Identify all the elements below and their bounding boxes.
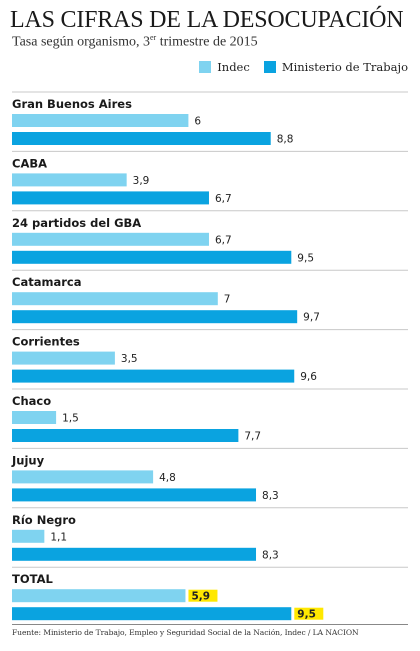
legend-item-ministerio: Ministerio de Trabajo (263, 60, 408, 74)
bar-24-partidos-del-gba-indec (12, 232, 209, 246)
value-label-total-indec: 5,9 (191, 591, 210, 603)
legend-swatch-ministerio (263, 61, 276, 73)
value-label-caba-ministerio-de-trabajo: 6,7 (215, 193, 232, 205)
value-label-gran-buenos-aires-indec: 6 (194, 116, 201, 128)
subtitle-text: Tasa según organismo, 3 (12, 34, 150, 50)
bar-rio-negro-ministerio-de-trabajo (12, 547, 257, 561)
legend-item-indec: Indec (199, 60, 250, 74)
value-label-caba-indec: 3,9 (133, 175, 150, 187)
highlight-total-ministerio-de-trabajo (294, 607, 324, 620)
value-label-catamarca-indec: 7 (224, 294, 231, 306)
bar-chaco-indec (12, 411, 57, 424)
legend-swatch-indec (199, 61, 212, 73)
category-label-total: TOTAL (12, 572, 53, 586)
bar-caba-indec (12, 173, 127, 187)
subtitle-superscript: er (149, 33, 157, 42)
category-label-gran-buenos-aires: Gran Buenos Aires (12, 97, 132, 111)
footer-divider (12, 624, 408, 625)
legend: Indec Ministerio de Trabajo (185, 60, 408, 74)
value-label-corrientes-indec: 3,5 (121, 353, 138, 365)
legend-label-ministerio: Ministerio de Trabajo (281, 60, 408, 74)
value-label-gran-buenos-aires-ministerio-de-trabajo: 8,8 (277, 134, 294, 146)
category-label-jujuy: Jujuy (11, 453, 45, 467)
bar-chaco-ministerio-de-trabajo (12, 429, 239, 442)
bar-corrientes-ministerio-de-trabajo (12, 369, 295, 383)
value-label-24-partidos-del-gba-indec: 6,7 (215, 234, 232, 246)
chart-subtitle: Tasa según organismo, 3er trimestre de 2… (12, 33, 258, 51)
bar-catamarca-ministerio-de-trabajo (12, 310, 298, 324)
value-label-catamarca-ministerio-de-trabajo: 9,7 (303, 312, 320, 324)
category-label-chaco: Chaco (12, 394, 51, 408)
source-footer: Fuente: Ministerio de Trabajo, Empleo y … (12, 628, 359, 637)
bar-jujuy-indec (12, 470, 154, 484)
legend-label-indec: Indec (217, 60, 250, 74)
value-label-total-ministerio-de-trabajo: 9,5 (297, 609, 316, 621)
bar-total-indec (12, 589, 186, 603)
bar-gran-buenos-aires-indec (12, 114, 189, 127)
chart-title: LAS CIFRAS DE LA DESOCUPACIÓN (10, 7, 404, 33)
bar-rio-negro-indec (12, 529, 45, 543)
bar-corrientes-indec (12, 351, 115, 365)
bar-24-partidos-del-gba-ministerio-de-trabajo (12, 250, 292, 264)
bar-catamarca-indec (12, 292, 218, 306)
category-label-caba: CABA (12, 156, 47, 170)
value-label-rio-negro-ministerio-de-trabajo: 8,3 (262, 549, 279, 561)
value-label-jujuy-indec: 4,8 (159, 472, 176, 484)
highlight-total-indec (188, 589, 218, 602)
value-label-chaco-indec: 1,5 (62, 413, 79, 425)
bar-gran-buenos-aires-ministerio-de-trabajo (12, 132, 271, 145)
value-label-jujuy-ministerio-de-trabajo: 8,3 (262, 490, 279, 502)
category-label-corrientes: Corrientes (12, 335, 80, 349)
value-label-chaco-ministerio-de-trabajo: 7,7 (244, 431, 261, 443)
bar-caba-ministerio-de-trabajo (12, 191, 209, 205)
subtitle-end: trimestre de 2015 (156, 34, 258, 50)
category-label-rio-negro: Río Negro (12, 513, 76, 527)
bar-total-ministerio-de-trabajo (12, 607, 292, 621)
category-label-catamarca: Catamarca (12, 275, 81, 289)
value-label-rio-negro-indec: 1,1 (50, 531, 67, 543)
category-label-24-partidos-del-gba: 24 partidos del GBA (12, 216, 141, 230)
value-label-24-partidos-del-gba-ministerio-de-trabajo: 9,5 (297, 252, 314, 264)
bar-jujuy-ministerio-de-trabajo (12, 488, 257, 502)
value-label-corrientes-ministerio-de-trabajo: 9,6 (300, 371, 317, 383)
